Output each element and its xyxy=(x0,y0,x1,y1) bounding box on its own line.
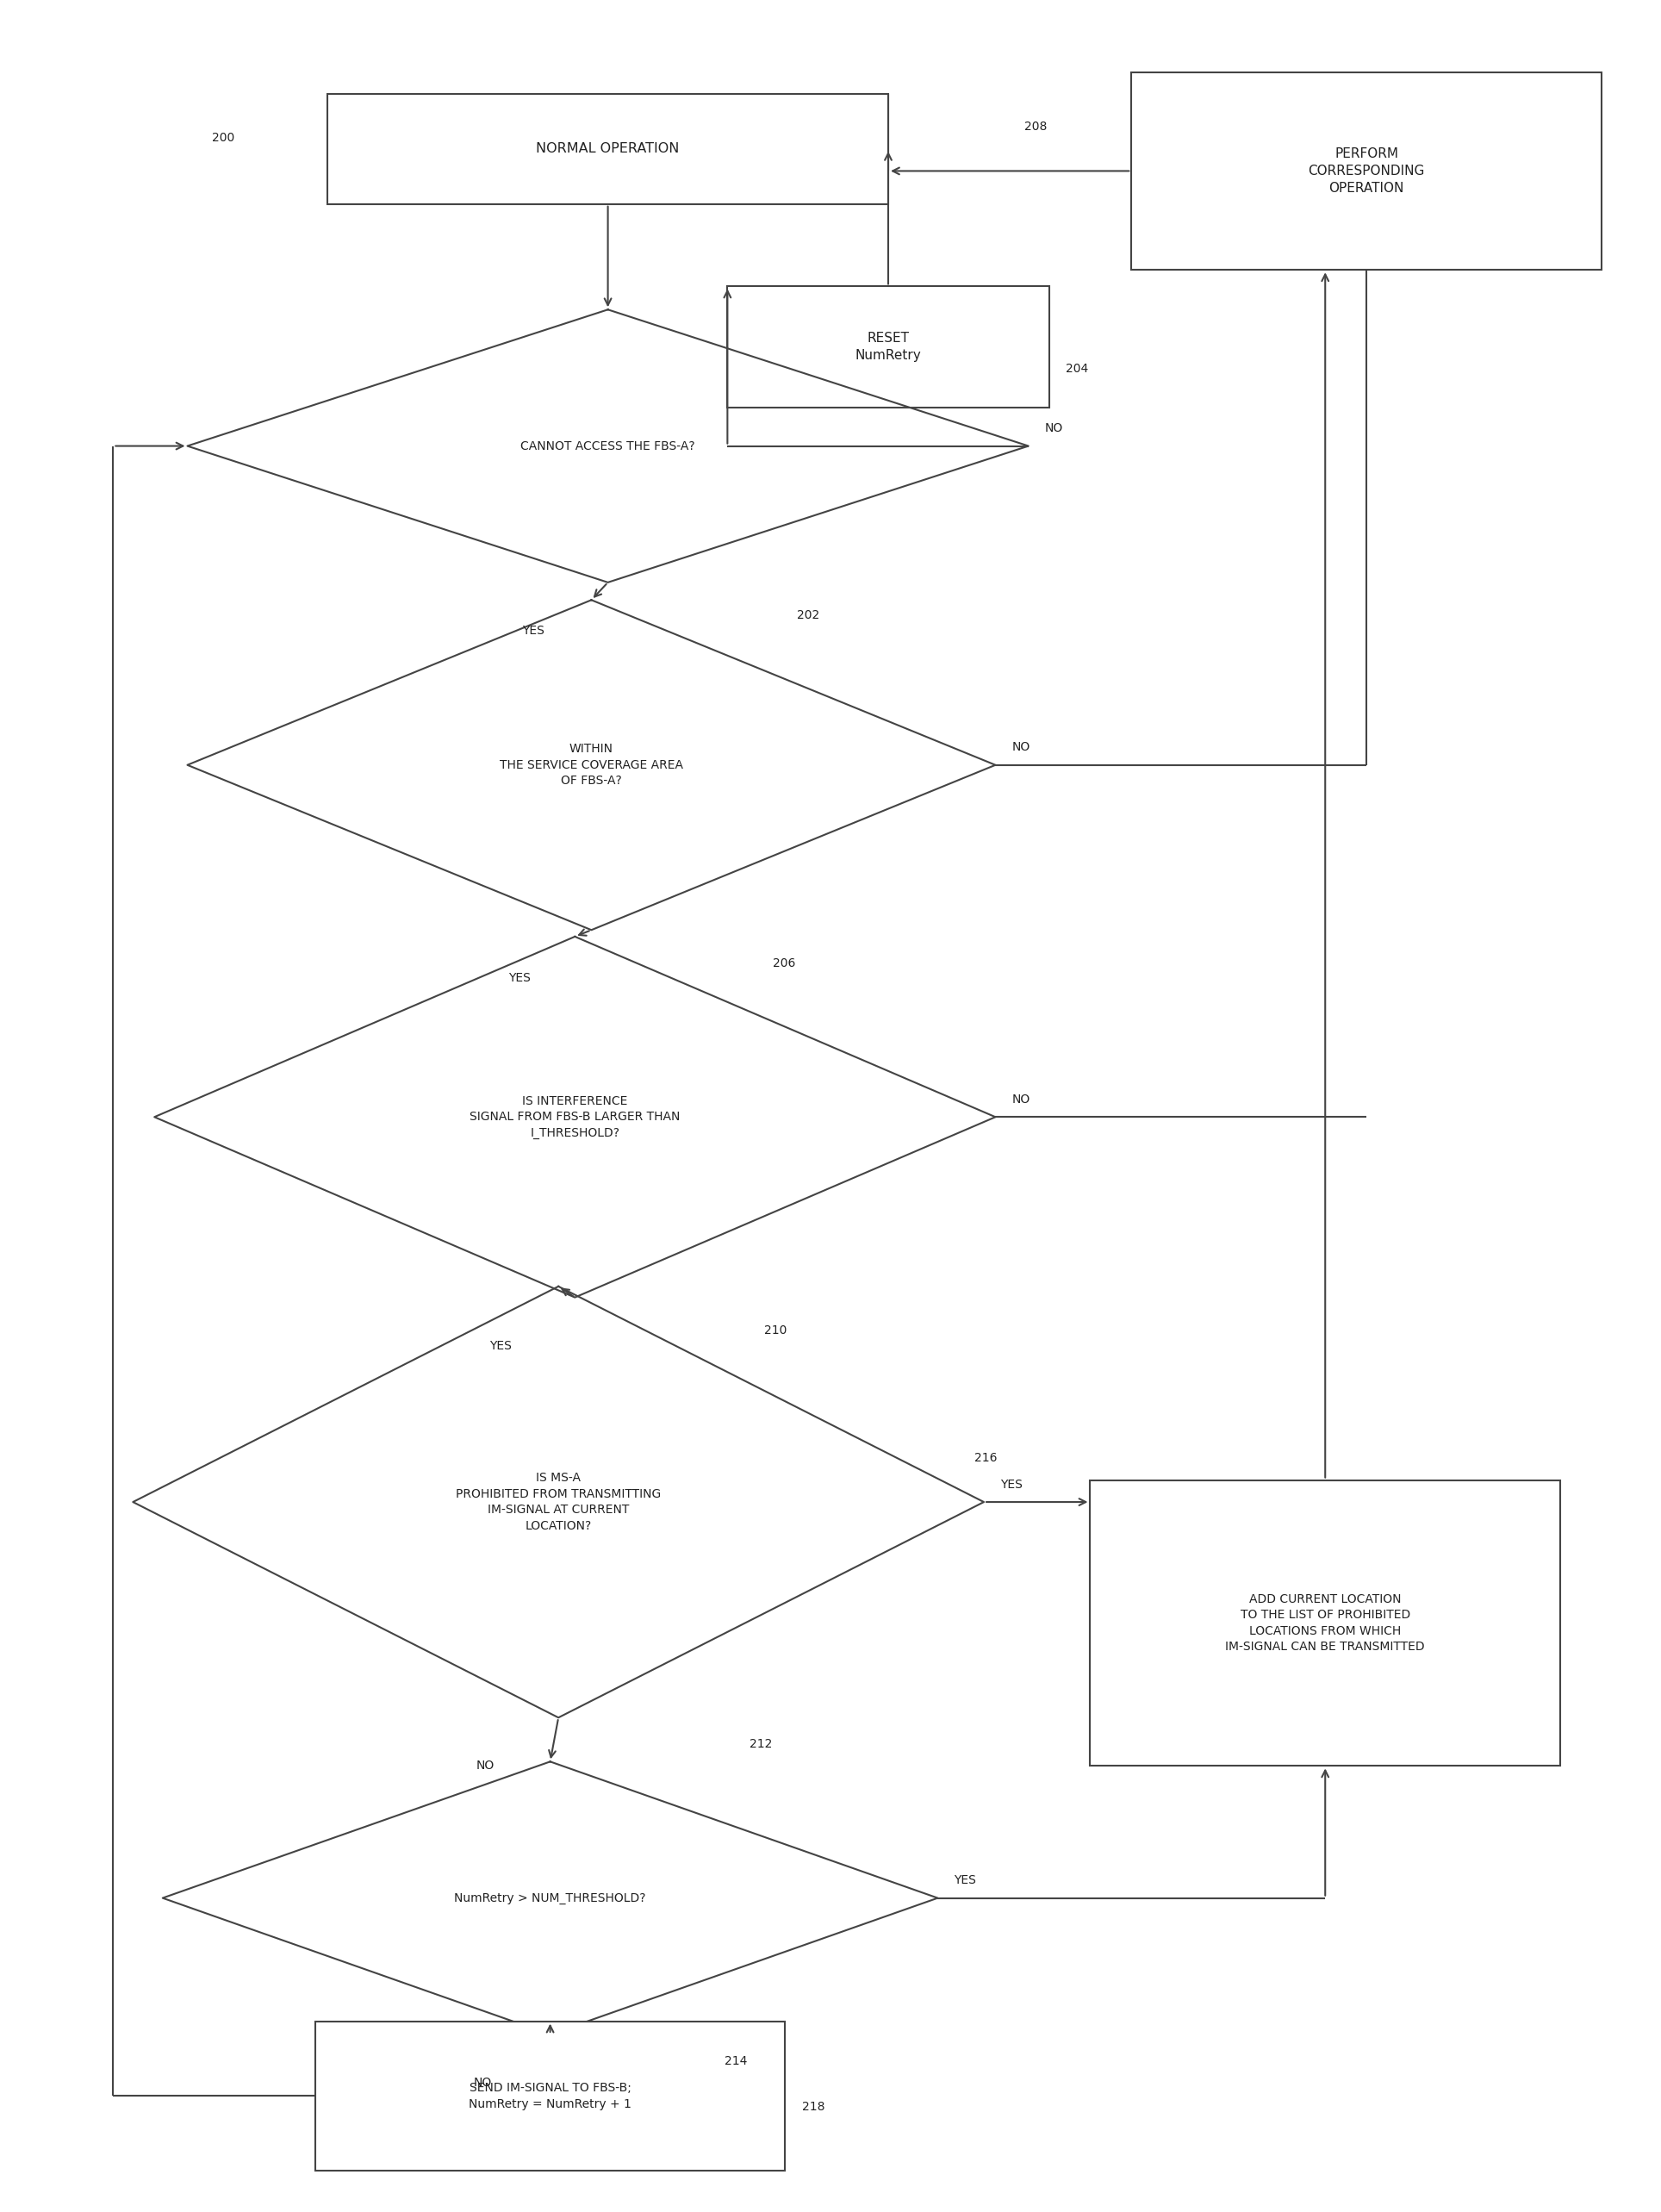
Polygon shape xyxy=(188,310,1028,582)
Text: NORMAL OPERATION: NORMAL OPERATION xyxy=(537,142,679,155)
Text: YES: YES xyxy=(1000,1478,1023,1491)
Text: RESET
NumRetry: RESET NumRetry xyxy=(855,332,922,363)
Text: NumRetry > NUM_THRESHOLD?: NumRetry > NUM_THRESHOLD? xyxy=(455,1891,646,1905)
Text: 200: 200 xyxy=(213,133,234,144)
Text: 216: 216 xyxy=(975,1451,998,1464)
Text: PERFORM
CORRESPONDING
OPERATION: PERFORM CORRESPONDING OPERATION xyxy=(1309,148,1425,195)
Text: 210: 210 xyxy=(764,1325,787,1336)
Text: WITHIN
THE SERVICE COVERAGE AREA
OF FBS-A?: WITHIN THE SERVICE COVERAGE AREA OF FBS-… xyxy=(500,743,683,787)
Text: NO: NO xyxy=(1012,1093,1030,1106)
Polygon shape xyxy=(188,599,995,929)
Text: 214: 214 xyxy=(724,2055,747,2066)
Text: IS MS-A
PROHIBITED FROM TRANSMITTING
IM-SIGNAL AT CURRENT
LOCATION?: IS MS-A PROHIBITED FROM TRANSMITTING IM-… xyxy=(455,1473,661,1533)
FancyBboxPatch shape xyxy=(728,288,1050,407)
FancyBboxPatch shape xyxy=(316,2022,786,2170)
Text: YES: YES xyxy=(523,624,545,637)
FancyBboxPatch shape xyxy=(1131,73,1601,270)
Text: CANNOT ACCESS THE FBS-A?: CANNOT ACCESS THE FBS-A? xyxy=(520,440,696,451)
Text: YES: YES xyxy=(490,1340,512,1352)
Text: IS INTERFERENCE
SIGNAL FROM FBS-B LARGER THAN
I_THRESHOLD?: IS INTERFERENCE SIGNAL FROM FBS-B LARGER… xyxy=(470,1095,679,1139)
Text: NO: NO xyxy=(477,1761,495,1772)
Text: 206: 206 xyxy=(774,958,796,969)
Text: 208: 208 xyxy=(1025,122,1046,133)
Text: ADD CURRENT LOCATION
TO THE LIST OF PROHIBITED
LOCATIONS FROM WHICH
IM-SIGNAL CA: ADD CURRENT LOCATION TO THE LIST OF PROH… xyxy=(1226,1593,1425,1652)
Text: YES: YES xyxy=(508,973,532,984)
Text: YES: YES xyxy=(953,1874,977,1887)
Polygon shape xyxy=(163,1761,938,2035)
Text: 218: 218 xyxy=(802,2101,824,2112)
Polygon shape xyxy=(133,1287,983,1717)
Text: 212: 212 xyxy=(749,1739,772,1750)
Text: NO: NO xyxy=(1045,422,1063,434)
Text: SEND IM-SIGNAL TO FBS-B;
NumRetry = NumRetry + 1: SEND IM-SIGNAL TO FBS-B; NumRetry = NumR… xyxy=(468,2081,631,2110)
FancyBboxPatch shape xyxy=(327,93,889,204)
FancyBboxPatch shape xyxy=(1090,1480,1560,1765)
Text: 204: 204 xyxy=(1065,363,1088,376)
Text: 202: 202 xyxy=(797,608,821,622)
Text: NO: NO xyxy=(473,2077,492,2088)
Text: NO: NO xyxy=(1012,741,1030,754)
Polygon shape xyxy=(154,936,995,1298)
